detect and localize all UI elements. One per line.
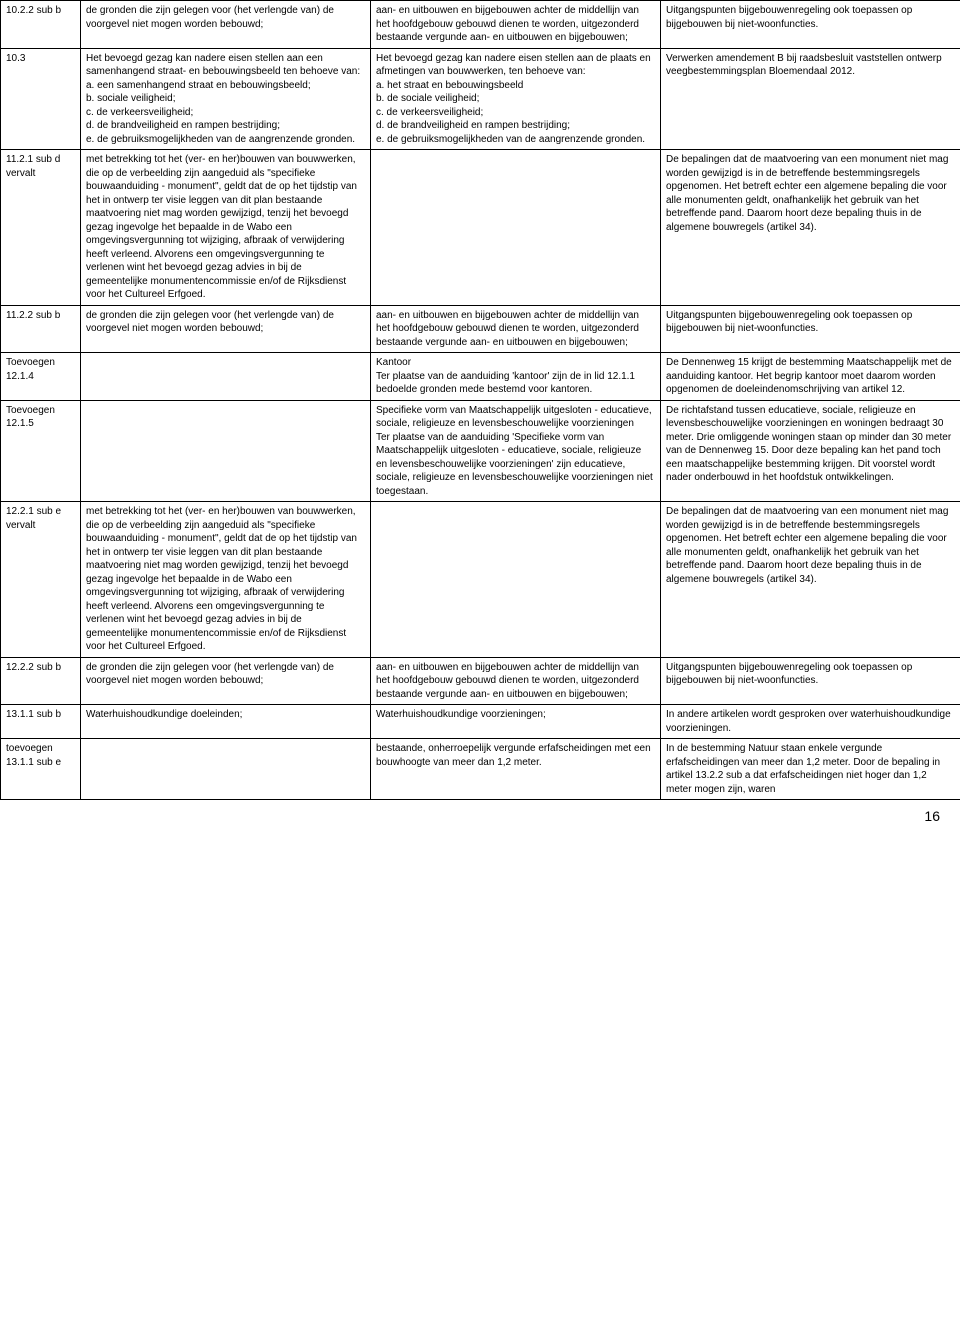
- table-cell: De Dennenweg 15 krijgt de bestemming Maa…: [661, 353, 960, 401]
- table-cell: 13.1.1 sub b: [1, 705, 81, 739]
- table-cell: 12.2.2 sub b: [1, 657, 81, 705]
- table-row: 13.1.1 sub bWaterhuishoudkundige doelein…: [1, 705, 960, 739]
- table-cell: de gronden die zijn gelegen voor (het ve…: [81, 305, 371, 353]
- table-cell: 10.3: [1, 48, 81, 150]
- table-cell: Waterhuishoudkundige voorzieningen;: [371, 705, 661, 739]
- table-cell: Verwerken amendement B bij raadsbesluit …: [661, 48, 960, 150]
- table-row: Toevoegen 12.1.4 KantoorTer plaatse van d…: [1, 353, 960, 401]
- table-row: 10.2.2 sub bde gronden die zijn gelegen …: [1, 1, 960, 49]
- table-cell: [81, 400, 371, 502]
- table-cell: Het bevoegd gezag kan nadere eisen stell…: [81, 48, 371, 150]
- table-cell: [371, 150, 661, 306]
- table-cell: 11.2.1 sub dvervalt: [1, 150, 81, 306]
- table-cell: Uitgangspunten bijgebouwenregeling ook t…: [661, 305, 960, 353]
- table-cell: De richtafstand tussen educatieve, socia…: [661, 400, 960, 502]
- table-cell: Uitgangspunten bijgebouwenregeling ook t…: [661, 657, 960, 705]
- table-row: 11.2.2 sub bde gronden die zijn gelegen …: [1, 305, 960, 353]
- table-cell: De bepalingen dat de maatvoering van een…: [661, 150, 960, 306]
- regulations-table: 10.2.2 sub bde gronden die zijn gelegen …: [0, 0, 960, 800]
- page-number: 16: [0, 800, 960, 828]
- table-cell: Toevoegen 12.1.5: [1, 400, 81, 502]
- table-cell: [371, 502, 661, 658]
- table-cell: met betrekking tot het (ver- en her)bouw…: [81, 150, 371, 306]
- table-cell: aan- en uitbouwen en bijgebouwen achter …: [371, 1, 661, 49]
- table-cell: 12.2.1 sub evervalt: [1, 502, 81, 658]
- table-cell: Het bevoegd gezag kan nadere eisen stell…: [371, 48, 661, 150]
- table-cell: de gronden die zijn gelegen voor (het ve…: [81, 657, 371, 705]
- table-row: 12.2.2 sub bde gronden die zijn gelegen …: [1, 657, 960, 705]
- table-cell: toevoegen 13.1.1 sub e: [1, 739, 81, 800]
- table-cell: In de bestemming Natuur staan enkele ver…: [661, 739, 960, 800]
- table-cell: [81, 353, 371, 401]
- table-cell: Uitgangspunten bijgebouwenregeling ook t…: [661, 1, 960, 49]
- table-row: 12.2.1 sub evervaltmet betrekking tot he…: [1, 502, 960, 658]
- table-cell: Specifieke vorm van Maatschappelijk uitg…: [371, 400, 661, 502]
- table-cell: Waterhuishoudkundige doeleinden;: [81, 705, 371, 739]
- table-row: toevoegen 13.1.1 sub e bestaande, onherro…: [1, 739, 960, 800]
- table-cell: de gronden die zijn gelegen voor (het ve…: [81, 1, 371, 49]
- table-row: 11.2.1 sub dvervaltmet betrekking tot he…: [1, 150, 960, 306]
- table-cell: aan- en uitbouwen en bijgebouwen achter …: [371, 657, 661, 705]
- table-row: 10.3Het bevoegd gezag kan nadere eisen s…: [1, 48, 960, 150]
- table-cell: In andere artikelen wordt gesproken over…: [661, 705, 960, 739]
- table-cell: 10.2.2 sub b: [1, 1, 81, 49]
- table-cell: bestaande, onherroepelijk vergunde erfaf…: [371, 739, 661, 800]
- table-cell: 11.2.2 sub b: [1, 305, 81, 353]
- table-row: Toevoegen 12.1.5 Specifieke vorm van Maat…: [1, 400, 960, 502]
- table-cell: Toevoegen 12.1.4: [1, 353, 81, 401]
- table-cell: De bepalingen dat de maatvoering van een…: [661, 502, 960, 658]
- table-cell: KantoorTer plaatse van de aanduiding 'ka…: [371, 353, 661, 401]
- table-cell: met betrekking tot het (ver- en her)bouw…: [81, 502, 371, 658]
- table-cell: [81, 739, 371, 800]
- table-cell: aan- en uitbouwen en bijgebouwen achter …: [371, 305, 661, 353]
